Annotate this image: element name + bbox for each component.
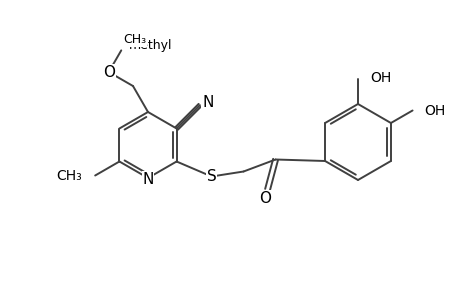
Text: CH₃: CH₃ [56, 169, 82, 182]
Text: S: S [206, 169, 216, 184]
Text: N: N [142, 172, 153, 187]
Text: methyl: methyl [129, 39, 173, 52]
Text: OH: OH [369, 71, 391, 85]
Text: O: O [102, 64, 114, 80]
Text: CH₃: CH₃ [123, 33, 146, 46]
Text: N: N [202, 95, 213, 110]
Text: OH: OH [424, 103, 445, 118]
Text: O: O [259, 191, 271, 206]
